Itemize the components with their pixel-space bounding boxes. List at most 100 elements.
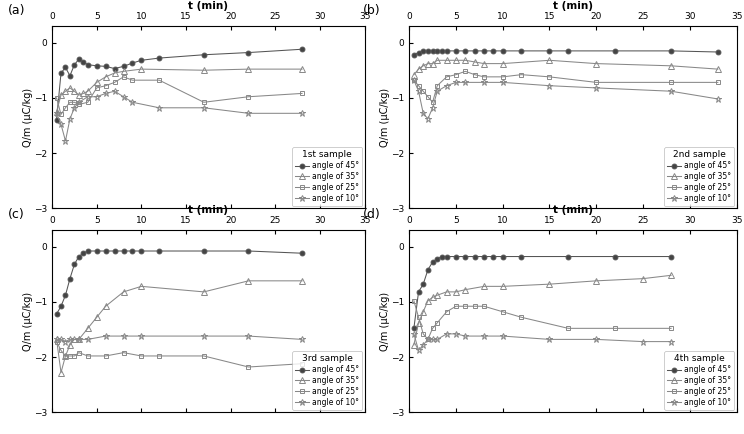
angle of 10°	[461, 80, 469, 85]
Line: angle of 45°: angle of 45°	[54, 47, 304, 122]
angle of 25°	[199, 100, 208, 105]
angle of 10°	[713, 96, 722, 102]
angle of 10°	[244, 333, 253, 339]
angle of 45°	[442, 48, 451, 53]
angle of 25°	[419, 89, 428, 94]
angle of 25°	[65, 353, 74, 358]
angle of 35°	[65, 85, 74, 91]
angle of 10°	[591, 85, 600, 91]
Line: angle of 10°: angle of 10°	[411, 77, 722, 122]
angle of 45°	[489, 48, 498, 53]
angle of 10°	[428, 337, 437, 342]
angle of 35°	[428, 295, 437, 300]
angle of 35°	[92, 315, 101, 320]
Line: angle of 35°: angle of 35°	[411, 273, 674, 348]
angle of 35°	[442, 58, 451, 63]
angle of 10°	[57, 337, 65, 342]
Line: angle of 35°: angle of 35°	[54, 278, 305, 375]
angle of 45°	[137, 58, 146, 63]
angle of 25°	[57, 112, 65, 117]
angle of 45°	[564, 254, 573, 259]
angle of 25°	[244, 94, 253, 99]
angle of 10°	[638, 339, 647, 344]
angle of 35°	[61, 353, 70, 358]
angle of 35°	[137, 284, 146, 289]
angle of 35°	[470, 59, 479, 65]
angle of 35°	[244, 66, 253, 72]
Line: angle of 10°: angle of 10°	[53, 332, 306, 345]
angle of 10°	[70, 105, 79, 110]
angle of 10°	[119, 94, 128, 99]
angle of 45°	[428, 48, 437, 53]
angle of 25°	[517, 315, 526, 320]
angle of 10°	[461, 333, 469, 339]
angle of 10°	[101, 333, 110, 339]
angle of 45°	[423, 267, 432, 273]
angle of 45°	[442, 254, 451, 259]
X-axis label: t (min): t (min)	[188, 205, 228, 215]
angle of 25°	[470, 72, 479, 77]
angle of 45°	[545, 48, 554, 53]
angle of 25°	[137, 353, 146, 358]
angle of 45°	[470, 48, 479, 53]
angle of 25°	[461, 304, 469, 309]
Text: (a): (a)	[8, 4, 26, 17]
angle of 25°	[517, 72, 526, 77]
angle of 35°	[667, 63, 676, 69]
Line: angle of 45°: angle of 45°	[411, 254, 673, 331]
angle of 10°	[74, 337, 83, 342]
angle of 10°	[452, 331, 461, 336]
angle of 25°	[433, 320, 442, 326]
angle of 45°	[92, 63, 101, 69]
angle of 10°	[442, 331, 451, 336]
angle of 25°	[298, 361, 307, 366]
Legend: angle of 45°, angle of 35°, angle of 25°, angle of 10°: angle of 45°, angle of 35°, angle of 25°…	[292, 351, 362, 410]
angle of 45°	[489, 254, 498, 259]
Y-axis label: Q/m (μC/kg): Q/m (μC/kg)	[22, 88, 33, 147]
angle of 25°	[199, 353, 208, 358]
angle of 10°	[667, 339, 676, 344]
Text: (c): (c)	[8, 208, 25, 221]
angle of 45°	[461, 48, 469, 53]
angle of 35°	[79, 91, 88, 96]
angle of 35°	[638, 276, 647, 281]
angle of 25°	[61, 105, 70, 110]
angle of 35°	[419, 309, 428, 314]
angle of 25°	[452, 304, 461, 309]
angle of 10°	[414, 89, 423, 94]
Line: angle of 45°: angle of 45°	[54, 249, 304, 316]
angle of 10°	[52, 111, 61, 116]
angle of 45°	[110, 248, 119, 253]
angle of 25°	[428, 100, 437, 105]
angle of 35°	[713, 66, 722, 72]
angle of 10°	[137, 333, 146, 339]
Y-axis label: Q/m (μC/kg): Q/m (μC/kg)	[22, 292, 33, 351]
angle of 25°	[480, 304, 489, 309]
angle of 10°	[480, 80, 489, 85]
Line: angle of 25°: angle of 25°	[54, 74, 304, 117]
angle of 25°	[423, 337, 432, 342]
angle of 45°	[137, 248, 146, 253]
angle of 35°	[461, 58, 469, 63]
angle of 45°	[611, 48, 620, 53]
angle of 45°	[199, 248, 208, 253]
angle of 35°	[414, 66, 423, 72]
angle of 35°	[70, 89, 79, 94]
angle of 25°	[57, 348, 65, 353]
angle of 45°	[452, 254, 461, 259]
angle of 45°	[61, 65, 70, 70]
angle of 35°	[591, 61, 600, 66]
angle of 10°	[57, 122, 65, 127]
angle of 45°	[298, 250, 307, 256]
angle of 45°	[713, 49, 722, 55]
angle of 25°	[545, 74, 554, 79]
angle of 45°	[498, 254, 507, 259]
angle of 25°	[155, 353, 164, 358]
angle of 10°	[83, 337, 92, 342]
angle of 45°	[423, 48, 432, 53]
angle of 10°	[119, 333, 128, 339]
angle of 45°	[433, 48, 442, 53]
angle of 35°	[433, 293, 442, 298]
angle of 10°	[498, 80, 507, 85]
angle of 25°	[74, 350, 83, 355]
